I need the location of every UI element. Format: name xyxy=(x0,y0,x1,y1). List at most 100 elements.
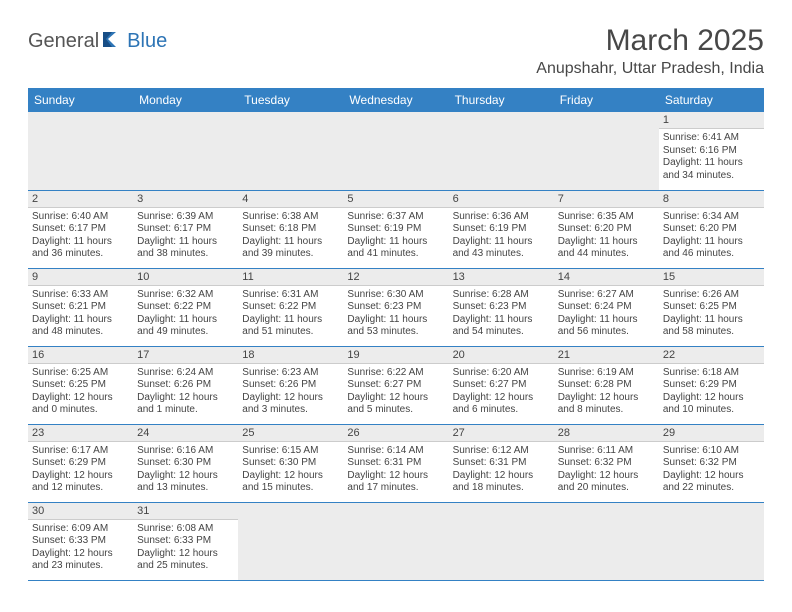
day-content: Sunrise: 6:31 AMSunset: 6:22 PMDaylight:… xyxy=(238,286,343,343)
sunset-text: Sunset: 6:19 PM xyxy=(347,223,444,236)
weekday-sunday: Sunday xyxy=(28,88,133,112)
day-content: Sunrise: 6:27 AMSunset: 6:24 PMDaylight:… xyxy=(554,286,659,343)
day-content: Sunrise: 6:33 AMSunset: 6:21 PMDaylight:… xyxy=(28,286,133,343)
day-content: Sunrise: 6:32 AMSunset: 6:22 PMDaylight:… xyxy=(133,286,238,343)
calendar-day-cell: 10Sunrise: 6:32 AMSunset: 6:22 PMDayligh… xyxy=(133,268,238,346)
day-content: Sunrise: 6:23 AMSunset: 6:26 PMDaylight:… xyxy=(238,364,343,421)
day-number: 4 xyxy=(238,191,343,208)
sunset-text: Sunset: 6:22 PM xyxy=(137,301,234,314)
daylight-text: Daylight: 11 hours and 44 minutes. xyxy=(558,236,655,261)
calendar-body: 1Sunrise: 6:41 AMSunset: 6:16 PMDaylight… xyxy=(28,112,764,580)
calendar-day-cell: 8Sunrise: 6:34 AMSunset: 6:20 PMDaylight… xyxy=(659,190,764,268)
sunrise-text: Sunrise: 6:28 AM xyxy=(453,289,550,302)
daylight-text: Daylight: 11 hours and 48 minutes. xyxy=(32,314,129,339)
calendar-day-cell: 17Sunrise: 6:24 AMSunset: 6:26 PMDayligh… xyxy=(133,346,238,424)
day-number: 12 xyxy=(343,269,448,286)
day-content: Sunrise: 6:26 AMSunset: 6:25 PMDaylight:… xyxy=(659,286,764,343)
sunrise-text: Sunrise: 6:40 AM xyxy=(32,211,129,224)
sunset-text: Sunset: 6:20 PM xyxy=(558,223,655,236)
logo-text-general: General xyxy=(28,30,99,53)
day-content: Sunrise: 6:17 AMSunset: 6:29 PMDaylight:… xyxy=(28,442,133,499)
calendar-week-row: 2Sunrise: 6:40 AMSunset: 6:17 PMDaylight… xyxy=(28,190,764,268)
calendar-day-cell: 23Sunrise: 6:17 AMSunset: 6:29 PMDayligh… xyxy=(28,424,133,502)
sunrise-text: Sunrise: 6:37 AM xyxy=(347,211,444,224)
day-number: 28 xyxy=(554,425,659,442)
day-number: 27 xyxy=(449,425,554,442)
day-content: Sunrise: 6:19 AMSunset: 6:28 PMDaylight:… xyxy=(554,364,659,421)
calendar-week-row: 16Sunrise: 6:25 AMSunset: 6:25 PMDayligh… xyxy=(28,346,764,424)
sunset-text: Sunset: 6:29 PM xyxy=(32,457,129,470)
calendar-day-cell: 5Sunrise: 6:37 AMSunset: 6:19 PMDaylight… xyxy=(343,190,448,268)
day-number: 19 xyxy=(343,347,448,364)
sunset-text: Sunset: 6:21 PM xyxy=(32,301,129,314)
day-number: 16 xyxy=(28,347,133,364)
calendar-day-cell: 21Sunrise: 6:19 AMSunset: 6:28 PMDayligh… xyxy=(554,346,659,424)
sunset-text: Sunset: 6:17 PM xyxy=(137,223,234,236)
calendar-day-cell: 19Sunrise: 6:22 AMSunset: 6:27 PMDayligh… xyxy=(343,346,448,424)
day-number: 14 xyxy=(554,269,659,286)
calendar-day-cell xyxy=(238,112,343,190)
calendar-day-cell: 13Sunrise: 6:28 AMSunset: 6:23 PMDayligh… xyxy=(449,268,554,346)
daylight-text: Daylight: 11 hours and 46 minutes. xyxy=(663,236,760,261)
sunset-text: Sunset: 6:24 PM xyxy=(558,301,655,314)
daylight-text: Daylight: 11 hours and 58 minutes. xyxy=(663,314,760,339)
sunrise-text: Sunrise: 6:38 AM xyxy=(242,211,339,224)
weekday-monday: Monday xyxy=(133,88,238,112)
location: Anupshahr, Uttar Pradesh, India xyxy=(536,60,764,78)
daylight-text: Daylight: 11 hours and 38 minutes. xyxy=(137,236,234,261)
sunset-text: Sunset: 6:16 PM xyxy=(663,145,760,158)
calendar-day-cell: 4Sunrise: 6:38 AMSunset: 6:18 PMDaylight… xyxy=(238,190,343,268)
sunset-text: Sunset: 6:30 PM xyxy=(137,457,234,470)
daylight-text: Daylight: 12 hours and 10 minutes. xyxy=(663,392,760,417)
sunset-text: Sunset: 6:25 PM xyxy=(32,379,129,392)
day-number: 29 xyxy=(659,425,764,442)
sunrise-text: Sunrise: 6:16 AM xyxy=(137,445,234,458)
calendar-day-cell: 30Sunrise: 6:09 AMSunset: 6:33 PMDayligh… xyxy=(28,502,133,580)
day-number: 18 xyxy=(238,347,343,364)
calendar-day-cell: 20Sunrise: 6:20 AMSunset: 6:27 PMDayligh… xyxy=(449,346,554,424)
calendar-day-cell: 12Sunrise: 6:30 AMSunset: 6:23 PMDayligh… xyxy=(343,268,448,346)
sunrise-text: Sunrise: 6:18 AM xyxy=(663,367,760,380)
day-content: Sunrise: 6:14 AMSunset: 6:31 PMDaylight:… xyxy=(343,442,448,499)
weekday-tuesday: Tuesday xyxy=(238,88,343,112)
calendar-day-cell: 31Sunrise: 6:08 AMSunset: 6:33 PMDayligh… xyxy=(133,502,238,580)
daylight-text: Daylight: 11 hours and 49 minutes. xyxy=(137,314,234,339)
sunrise-text: Sunrise: 6:35 AM xyxy=(558,211,655,224)
sunset-text: Sunset: 6:20 PM xyxy=(663,223,760,236)
month-title: March 2025 xyxy=(536,24,764,58)
day-content: Sunrise: 6:40 AMSunset: 6:17 PMDaylight:… xyxy=(28,208,133,265)
day-number: 31 xyxy=(133,503,238,520)
calendar-day-cell: 24Sunrise: 6:16 AMSunset: 6:30 PMDayligh… xyxy=(133,424,238,502)
sunset-text: Sunset: 6:28 PM xyxy=(558,379,655,392)
day-number: 20 xyxy=(449,347,554,364)
weekday-saturday: Saturday xyxy=(659,88,764,112)
daylight-text: Daylight: 12 hours and 8 minutes. xyxy=(558,392,655,417)
day-content: Sunrise: 6:35 AMSunset: 6:20 PMDaylight:… xyxy=(554,208,659,265)
sunrise-text: Sunrise: 6:17 AM xyxy=(32,445,129,458)
daylight-text: Daylight: 11 hours and 53 minutes. xyxy=(347,314,444,339)
weekday-header-row: Sunday Monday Tuesday Wednesday Thursday… xyxy=(28,88,764,112)
day-content: Sunrise: 6:09 AMSunset: 6:33 PMDaylight:… xyxy=(28,520,133,577)
day-number: 24 xyxy=(133,425,238,442)
calendar-table: Sunday Monday Tuesday Wednesday Thursday… xyxy=(28,88,764,581)
calendar-day-cell xyxy=(238,502,343,580)
sunset-text: Sunset: 6:32 PM xyxy=(558,457,655,470)
daylight-text: Daylight: 12 hours and 17 minutes. xyxy=(347,470,444,495)
daylight-text: Daylight: 12 hours and 22 minutes. xyxy=(663,470,760,495)
day-content: Sunrise: 6:37 AMSunset: 6:19 PMDaylight:… xyxy=(343,208,448,265)
day-number: 2 xyxy=(28,191,133,208)
daylight-text: Daylight: 11 hours and 36 minutes. xyxy=(32,236,129,261)
sunrise-text: Sunrise: 6:26 AM xyxy=(663,289,760,302)
sunset-text: Sunset: 6:25 PM xyxy=(663,301,760,314)
calendar-day-cell xyxy=(659,502,764,580)
calendar-day-cell: 2Sunrise: 6:40 AMSunset: 6:17 PMDaylight… xyxy=(28,190,133,268)
day-number: 11 xyxy=(238,269,343,286)
sunset-text: Sunset: 6:19 PM xyxy=(453,223,550,236)
daylight-text: Daylight: 11 hours and 51 minutes. xyxy=(242,314,339,339)
sunset-text: Sunset: 6:29 PM xyxy=(663,379,760,392)
calendar-day-cell: 25Sunrise: 6:15 AMSunset: 6:30 PMDayligh… xyxy=(238,424,343,502)
daylight-text: Daylight: 12 hours and 5 minutes. xyxy=(347,392,444,417)
day-number: 23 xyxy=(28,425,133,442)
sunset-text: Sunset: 6:26 PM xyxy=(137,379,234,392)
sunset-text: Sunset: 6:30 PM xyxy=(242,457,339,470)
